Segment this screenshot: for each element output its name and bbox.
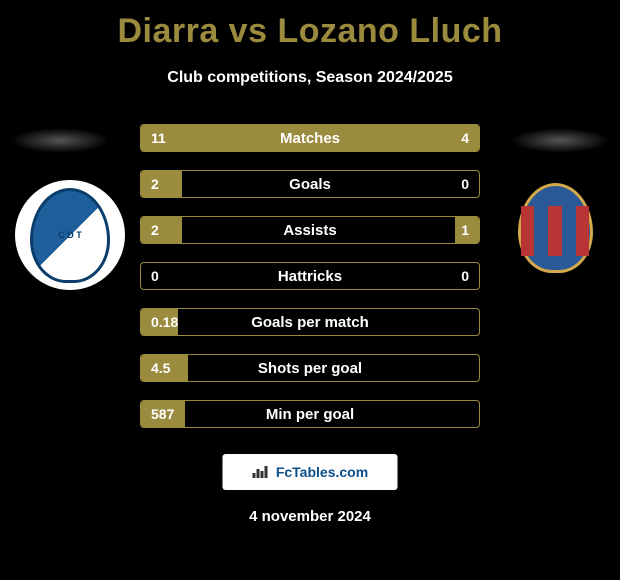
team-crest-right	[505, 170, 605, 285]
page-subtitle: Club competitions, Season 2024/2025	[0, 69, 620, 87]
bar-label: Goals per match	[141, 309, 479, 335]
bar-value-right: 0	[461, 263, 469, 289]
crest-right-shield-icon	[518, 183, 593, 273]
left-shadow	[10, 128, 110, 153]
bar-value-right: 1	[461, 217, 469, 243]
stat-bar: 11Matches4	[140, 124, 480, 152]
stat-bar: 2Assists1	[140, 216, 480, 244]
stat-bar: 0.18Goals per match	[140, 308, 480, 336]
bar-label: Goals	[141, 171, 479, 197]
bar-value-right: 4	[461, 125, 469, 151]
bar-label: Min per goal	[141, 401, 479, 427]
bar-label: Matches	[141, 125, 479, 151]
crest-left-shield-icon: C D T	[30, 188, 110, 283]
stat-bar: 2Goals0	[140, 170, 480, 198]
stats-bars: 11Matches42Goals02Assists10Hattricks00.1…	[140, 124, 480, 446]
footer-date: 4 november 2024	[0, 508, 620, 525]
stat-bar: 0Hattricks0	[140, 262, 480, 290]
bar-label: Hattricks	[141, 263, 479, 289]
footer-site-text: FcTables.com	[276, 464, 368, 480]
stat-bar: 587Min per goal	[140, 400, 480, 428]
crest-left-initials: C D T	[58, 230, 82, 240]
bar-label: Shots per goal	[141, 355, 479, 381]
stat-bar: 4.5Shots per goal	[140, 354, 480, 382]
footer-site-badge: FcTables.com	[223, 454, 398, 490]
bar-value-right: 0	[461, 171, 469, 197]
page-title: Diarra vs Lozano Lluch	[0, 0, 620, 51]
chart-icon	[252, 463, 270, 482]
right-shadow	[510, 128, 610, 153]
crest-right-stripes-icon	[521, 206, 590, 256]
bar-label: Assists	[141, 217, 479, 243]
team-crest-left: C D T	[15, 180, 125, 290]
